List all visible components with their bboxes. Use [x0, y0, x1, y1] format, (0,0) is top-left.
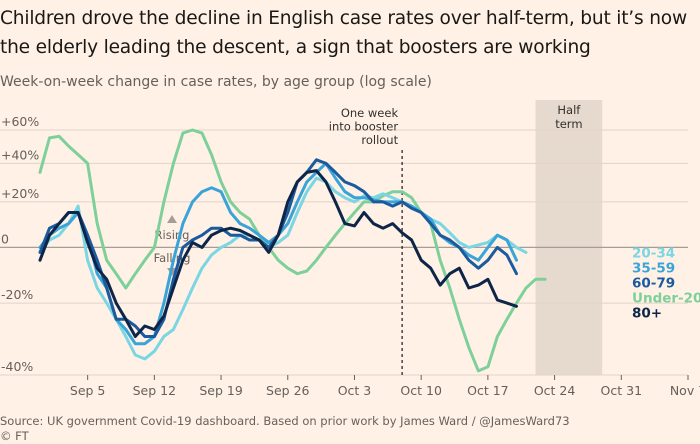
rising-arrow-icon: [167, 215, 177, 223]
ft-credit: © FT: [0, 429, 29, 443]
y-tick-label: +20%: [1, 186, 39, 201]
rising-label: Rising: [155, 228, 190, 242]
booster-label: rollout: [361, 133, 398, 147]
x-tick-label: Oct 10: [400, 383, 442, 398]
x-tick-label: Sep 5: [70, 383, 106, 398]
source-note: Source: UK government Covid-19 dashboard…: [0, 414, 570, 428]
x-tick-label: Oct 17: [467, 383, 509, 398]
chart-subtitle: Week-on-week change in case rates, by ag…: [0, 74, 432, 90]
x-tick-label: Oct 31: [601, 383, 643, 398]
booster-label: One week: [341, 106, 399, 120]
half-term-label: term: [555, 117, 582, 131]
footer: Source: UK government Covid-19 dashboard…: [0, 414, 570, 444]
y-tick-label: +60%: [1, 114, 39, 129]
series-label-35-59: 35-59: [632, 260, 675, 276]
y-tick-label: -40%: [1, 359, 33, 374]
series-line-20-34: [38, 176, 528, 361]
y-tick-label: 0: [1, 231, 9, 246]
x-tick-label: Oct 3: [338, 383, 372, 398]
booster-label: into booster: [329, 120, 399, 134]
line-chart: +60% +40% +20% 0 -20% -40% Sep 5 Sep 12 Sep 19 Se…: [0, 100, 700, 398]
series-label-under-20: Under-20: [632, 290, 700, 306]
series-label-80-: 80+: [632, 305, 662, 321]
series-line-under-20: [38, 128, 547, 373]
x-tick-label: Sep 26: [266, 383, 309, 398]
series-line-80-: [38, 169, 518, 338]
x-tick-label: Oct 24: [534, 383, 576, 398]
chart-title: Children drove the decline in English ca…: [0, 8, 687, 58]
series-label-60-79: 60-79: [632, 275, 675, 291]
series-line-35-59: [38, 161, 518, 346]
series-label-20-34: 20-34: [632, 245, 675, 261]
x-tick-label: Sep 19: [199, 383, 242, 398]
half-term-label: Half: [557, 103, 581, 117]
x-tick-label: Nov 7: [670, 383, 700, 398]
x-tick-label: Sep 12: [133, 383, 176, 398]
y-tick-label: -20%: [1, 287, 33, 302]
half-term-shading: [535, 100, 603, 375]
y-tick-label: +40%: [1, 147, 39, 162]
